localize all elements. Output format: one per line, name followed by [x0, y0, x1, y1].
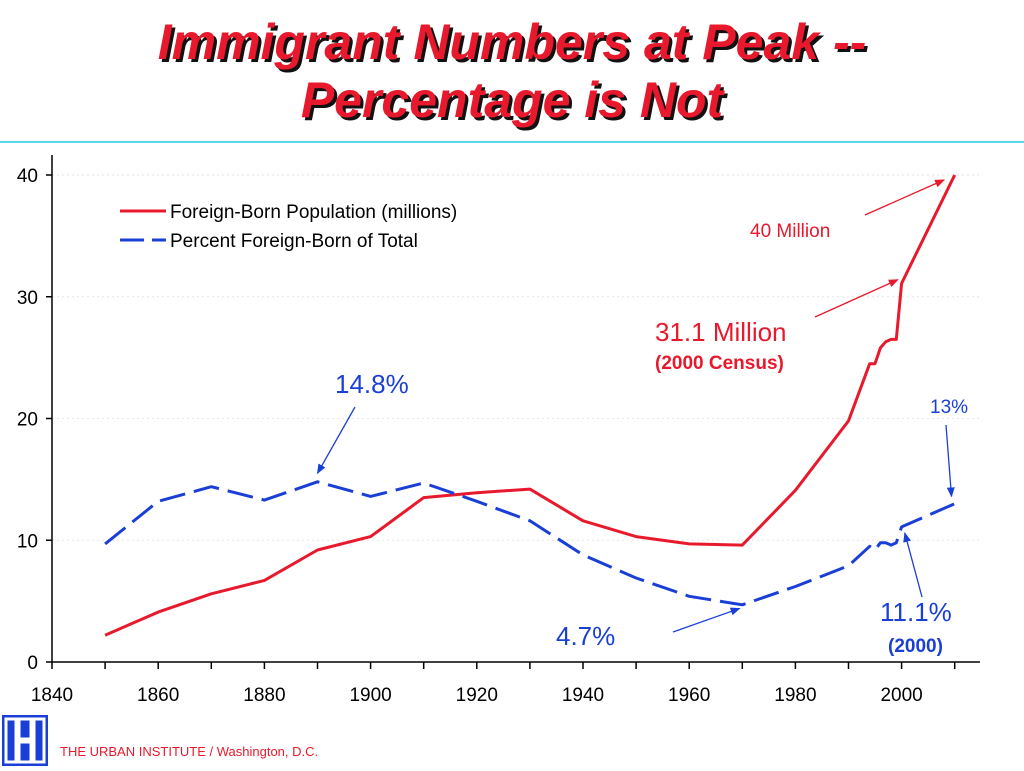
arrow-percent-2000	[903, 531, 923, 598]
page-title-line-2: Percentage is Not	[300, 72, 724, 128]
x-tick-label: 2000	[880, 685, 922, 706]
x-tick-label: 1980	[774, 685, 816, 706]
legend-label-percent: Percent Foreign-Born of Total	[170, 231, 418, 252]
arrow-low-percent	[672, 607, 741, 633]
arrow-census	[814, 279, 899, 318]
page-title-line-1: Immigrant Numbers at Peak --	[157, 14, 867, 70]
urban-institute-logo	[2, 715, 48, 766]
y-tick-label: 10	[17, 531, 38, 552]
annotation-percent-2000-note: (2000)	[888, 636, 943, 657]
arrow-forty-million	[864, 179, 945, 216]
annotation-census-note: (2000 Census)	[655, 353, 784, 374]
x-tick-label: 1920	[456, 685, 498, 706]
annotation-peak-percent: 14.8%	[335, 369, 409, 399]
x-tick-label: 1900	[349, 685, 391, 706]
legend-label-foreign-born: Foreign-Born Population (millions)	[170, 202, 457, 223]
arrow-percent-2010	[945, 424, 955, 498]
x-tick-label: 1940	[562, 685, 604, 706]
series-percent-line	[104, 480, 956, 607]
line-chart: 0 10 20 30 40 1840 1860 1880 1900 1920 1940 1960 198…	[17, 155, 980, 706]
y-tick-label: 30	[17, 288, 38, 309]
title-divider	[0, 141, 1024, 143]
annotation-census-value: 31.1 Million	[655, 317, 787, 347]
annotation-percent-2010: 13%	[930, 397, 968, 418]
x-tick-label: 1860	[137, 685, 179, 706]
annotation-percent-2000: 11.1%	[880, 597, 952, 627]
x-tick-label: 1960	[668, 685, 710, 706]
series-foreign-born-line	[104, 174, 957, 637]
arrow-peak-percent	[316, 406, 356, 475]
x-tick-label: 1880	[243, 685, 285, 706]
y-tick-label: 20	[17, 410, 38, 431]
y-tick-label: 0	[27, 653, 38, 674]
x-tick-label: 1840	[31, 685, 73, 706]
annotation-forty-million: 40 Million	[750, 221, 830, 242]
y-tick-label: 40	[17, 166, 38, 187]
annotation-low-percent: 4.7%	[556, 621, 615, 651]
footer-credit: THE URBAN INSTITUTE / Washington, D.C.	[60, 744, 319, 759]
